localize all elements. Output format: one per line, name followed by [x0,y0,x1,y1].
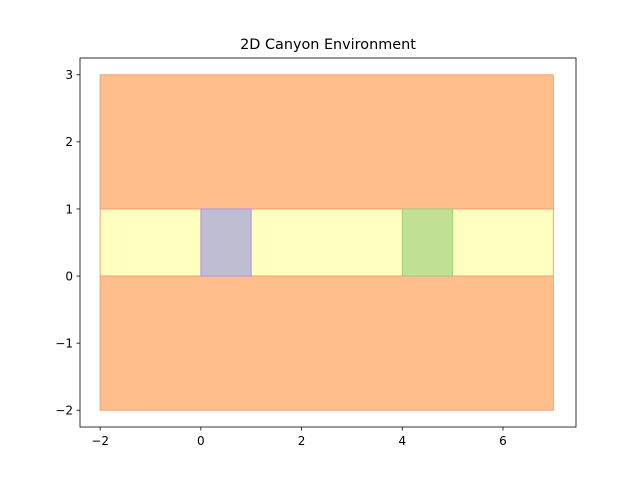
y-tick-label: −1 [55,336,73,350]
regions-layer [99,74,554,411]
y-tick-label: 0 [65,269,73,283]
y-tick-label: 2 [65,135,73,149]
start-region [200,208,252,277]
y-tick-label: 1 [65,202,73,216]
x-tick-label: 0 [197,434,205,448]
goal-region [401,208,454,277]
upper-canyon-wall [99,74,554,210]
axes-frame [79,57,577,428]
y-tick-label: 3 [65,68,73,82]
y-tick-label: −2 [55,404,73,418]
x-axis: −2 0 2 4 6 [91,427,507,448]
x-tick-label: −2 [91,434,109,448]
x-tick-label: 4 [398,434,406,448]
y-axis: −2 −1 0 1 2 3 [55,68,80,418]
x-tick-label: 6 [499,434,507,448]
chart-title: 2D Canyon Environment [240,37,416,53]
x-tick-label: 2 [298,434,306,448]
lower-canyon-wall [99,275,554,411]
canyon-corridor [99,208,554,277]
